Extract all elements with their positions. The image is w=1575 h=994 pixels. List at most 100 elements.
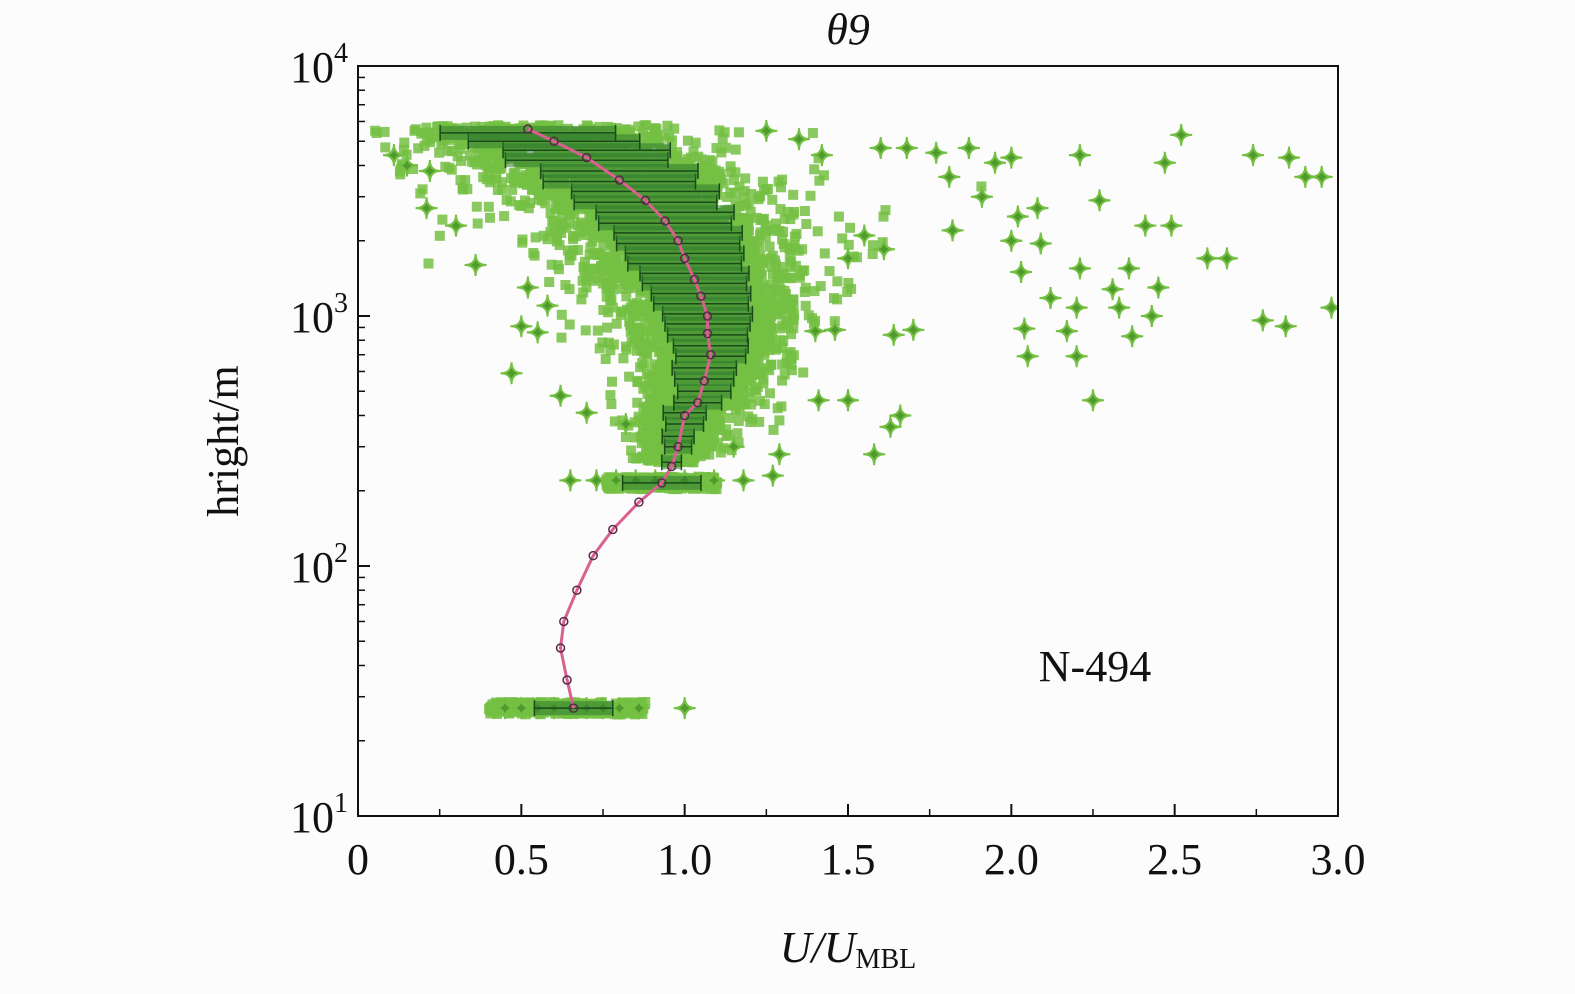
scatter-cloud-point [652,384,662,395]
scatter-cloud-point [701,421,712,432]
scatter-cloud-point [436,139,447,150]
scatter-cloud-point [721,431,732,442]
scatter-cloud-point [415,188,426,199]
scatter-cloud-point [645,454,656,464]
scatter-cloud-point [542,234,553,245]
scatter-cloud-point [746,189,757,199]
scatter-cloud-point [662,120,673,131]
scatter-cloud-point [606,399,617,410]
scatter-cloud-point [493,120,504,131]
scatter-cloud-point [621,291,632,302]
scatter-cloud-point [809,164,820,175]
scatter-cloud-point [754,366,764,377]
scatter-cloud-point [738,213,749,224]
scatter-cloud-point [770,255,780,266]
scatter-cloud-point [729,175,739,186]
scatter-cloud-point [752,254,763,265]
scatter-cloud-point [516,201,527,211]
scatter-cloud-point [744,386,755,397]
scatter-cloud-point [786,329,797,340]
scatter-cloud-point [494,163,505,174]
scatter-cloud-point [587,219,598,230]
scatter-cloud-point [758,279,769,290]
scatter-cloud-point [704,171,715,182]
scatter-cloud-point [485,212,495,223]
scatter-cloud-point [553,264,564,275]
scatter-cloud-point [740,399,751,410]
scatter-cloud-point [764,241,775,252]
scatter-cloud-point [663,378,674,389]
scatter-cloud-point [628,283,639,294]
scatter-cloud-point [765,332,775,343]
scatter-cloud-point [763,314,774,325]
scatter-cloud-point [734,181,745,192]
scatter-cloud-point [572,245,583,255]
scatter-cloud-point [642,388,653,399]
scatter-cloud-point [751,212,762,223]
scatter-cloud-point [545,226,556,237]
scatter-cloud-point [682,135,693,146]
scatter-cloud-point [633,411,644,422]
scatter-cloud-point [497,177,508,188]
scatter-cloud-point [440,161,451,172]
scatter-cloud-point [490,174,501,185]
scatter-cloud-point [632,397,643,408]
scatter-cloud-point [786,365,797,376]
scatter-cloud-point [626,445,637,456]
scatter-cloud-point [507,184,518,195]
scatter-cloud-point [765,322,776,333]
scatter-cloud-point [598,252,609,263]
scatter-cloud-point [779,369,790,380]
scatter-cloud-point [754,416,765,427]
scatter-cloud-point [660,351,671,362]
scatter-cloud-point [776,308,787,319]
scatter-cloud-point [800,282,811,293]
scatter-cloud-point [633,121,644,132]
scatter-cloud-point [845,222,856,233]
scatter-cloud-point [696,154,707,165]
scatter-cloud-point [688,146,699,157]
scatter-cloud-point [730,374,740,385]
scatter-cloud-point [499,211,510,222]
scatter-cloud-point [643,372,654,383]
scatter-cloud-point [611,252,622,263]
scatter-cloud-point [661,343,672,354]
scatter-cloud-point [520,195,530,206]
scatter-cloud-point [464,150,475,161]
scatter-cloud-point [620,432,631,442]
scatter-cloud-point [777,375,788,386]
scatter-cloud-point [632,311,643,322]
scatter-cloud-point [703,439,714,449]
scatter-cloud-point [773,176,784,187]
scatter-cloud-point [788,189,799,200]
scatter-cloud-point [759,399,770,410]
scatter-cloud-point [705,431,716,442]
scatter-cloud-point [837,233,848,244]
scatter-cloud-point [525,197,536,208]
scatter-cloud-point [556,309,567,320]
scatter-cloud-point [648,430,659,441]
scatter-cloud-point [530,232,541,243]
scatter-cloud-point [734,406,745,417]
scatter-cloud-point [666,388,677,399]
scatter-cloud-point [651,334,662,345]
scatter-cloud-point [625,326,636,337]
scatter-cloud-point [611,123,622,134]
scatter-cloud-point [510,167,521,178]
scatter-cloud-point [656,397,667,408]
scatter-cloud-point [379,126,390,137]
scatter-cloud-point [765,295,776,305]
scatter-cloud-point [419,140,430,151]
scatter-cloud-point [843,239,854,250]
scatter-cloud-point [639,307,650,317]
scatter-cloud-point [721,424,732,435]
scatter-cloud-point [434,230,445,241]
scatter-cloud-point [650,123,660,134]
scatter-cloud-point [659,359,670,370]
scatter-cloud-point [733,437,744,448]
scatter-cloud-point [746,356,757,367]
scatter-cloud-point [812,226,823,237]
scatter-cloud-point [777,272,788,283]
scatter-cloud-point [505,196,516,207]
